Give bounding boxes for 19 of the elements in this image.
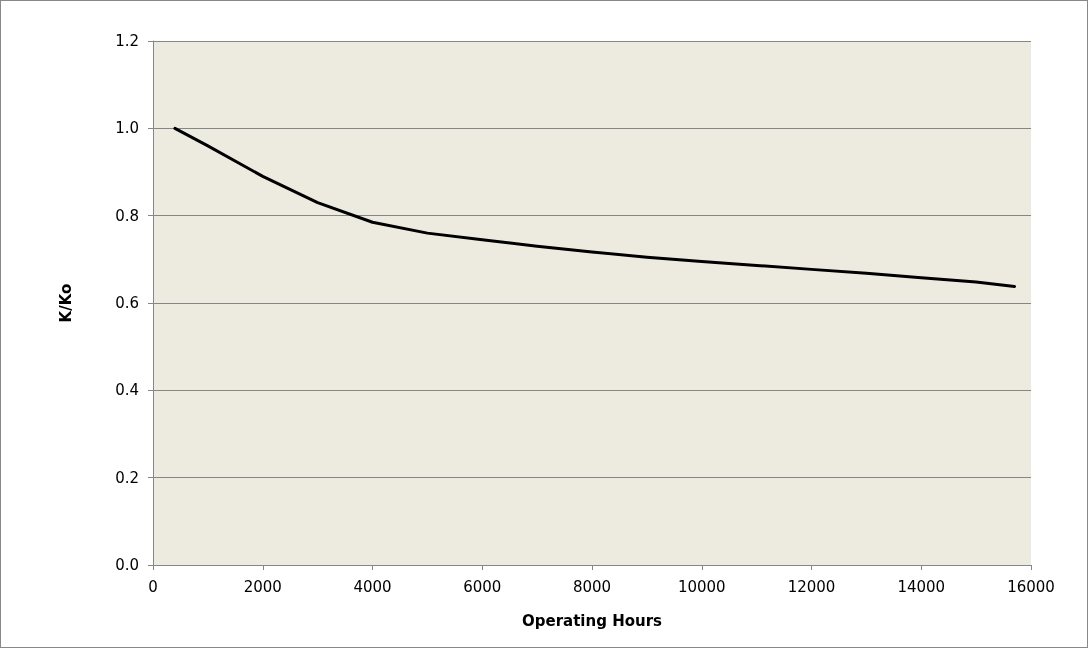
x-tick-label: 10000 <box>677 577 726 596</box>
x-tick-label: 2000 <box>243 577 282 596</box>
line-series <box>173 126 1017 288</box>
y-tick-label: 0.0 <box>115 556 139 574</box>
y-tick-label: 0.8 <box>115 206 139 225</box>
x-tick-label: 0 <box>148 577 158 596</box>
x-tick-label: 8000 <box>572 577 612 596</box>
x-tick-label: 16000 <box>1007 577 1055 596</box>
y-tick-label: 0.6 <box>115 294 139 312</box>
x-tick-label: 6000 <box>463 577 502 596</box>
y-tick-label: 1.2 <box>115 32 139 50</box>
x-tick-label: 14000 <box>897 577 946 596</box>
x-axis-title: Operating Hours <box>522 611 663 630</box>
y-axis-title: K/Ko <box>56 283 75 323</box>
x-tick-label: 4000 <box>353 577 392 596</box>
y-tick-label: 0.2 <box>115 468 139 487</box>
y-tick-label: 1.0 <box>115 119 139 138</box>
y-tick-label: 0.4 <box>115 381 139 400</box>
x-tick-label: 12000 <box>787 577 836 596</box>
